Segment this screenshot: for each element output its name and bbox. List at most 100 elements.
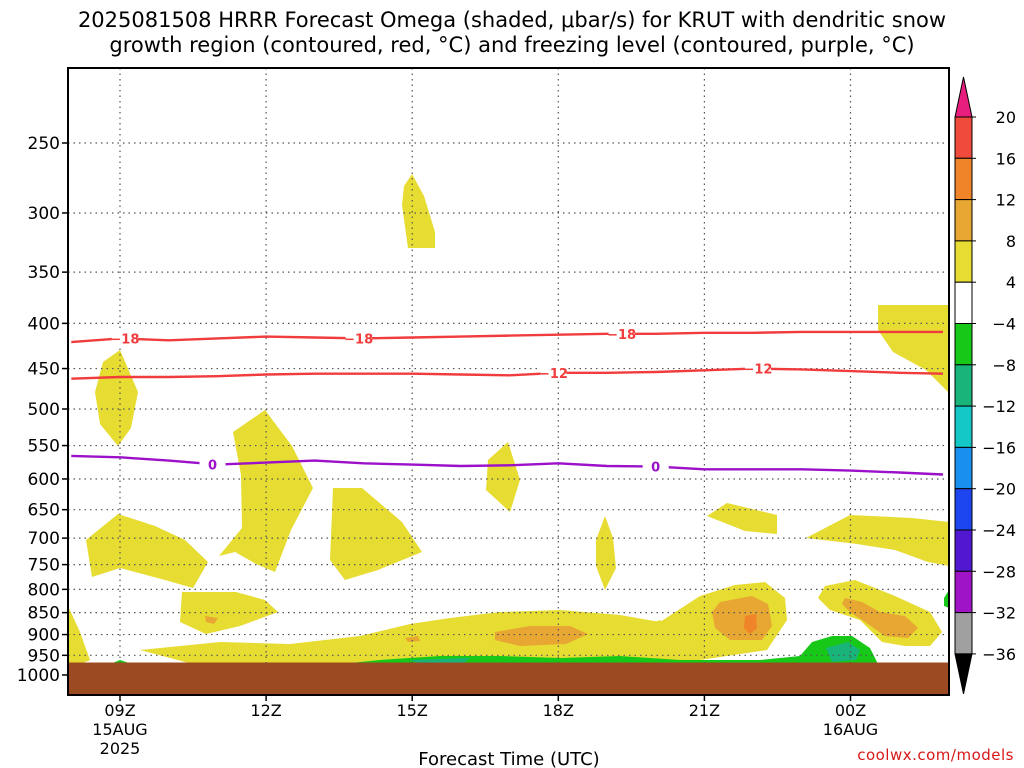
credit-link[interactable]: coolwx.com/models bbox=[857, 746, 1014, 764]
colorbar-cell bbox=[954, 653, 973, 695]
contour-label: 0 bbox=[208, 459, 217, 474]
x-tick-label: 21Z bbox=[689, 701, 720, 720]
contour-label: −18 bbox=[110, 332, 139, 347]
omega-region-minus8to12 bbox=[826, 642, 860, 662]
omega-region-8to12 bbox=[842, 598, 918, 638]
omega-region-4to8 bbox=[330, 488, 422, 580]
contour-label: −18 bbox=[607, 328, 636, 343]
x-tick-label: 2025 bbox=[100, 739, 141, 758]
omega-region-4to8 bbox=[806, 515, 949, 566]
contour-line--12 bbox=[71, 367, 944, 380]
chart-title-line-1: 2025081508 HRRR Forecast Omega (shaded, … bbox=[77, 8, 947, 32]
y-tick-label: 250 bbox=[28, 134, 60, 154]
contour-label: −18 bbox=[344, 332, 373, 347]
colorbar-label: 16 bbox=[996, 149, 1016, 168]
contour-line--18 bbox=[71, 330, 943, 344]
contour-label-bg bbox=[642, 458, 669, 474]
colorbar-cell bbox=[954, 281, 973, 325]
contour-label-bg bbox=[345, 330, 372, 346]
grid bbox=[68, 68, 949, 695]
colorbar-label: −24 bbox=[982, 521, 1016, 540]
omega-region-4to8 bbox=[878, 305, 949, 393]
colorbar: 20 16 12 8 4 −4 −8 −12 −16 −20 −24 −28 −32 −36 bbox=[954, 76, 1016, 695]
x-tick-label: 09Z bbox=[104, 701, 135, 720]
contour-label-bg bbox=[199, 456, 226, 472]
contour-label: 0 bbox=[651, 461, 660, 476]
colorbar-cell bbox=[954, 199, 973, 242]
colorbar-label: −12 bbox=[982, 397, 1016, 416]
omega-region-4to8 bbox=[219, 410, 313, 572]
colorbar-cell bbox=[954, 76, 973, 118]
colorbar-cell bbox=[954, 488, 973, 531]
x-tick-label: 12Z bbox=[250, 701, 281, 720]
omega-region-4to8 bbox=[68, 606, 90, 668]
colorbar-cell bbox=[954, 157, 973, 201]
colorbar-label: 8 bbox=[1006, 232, 1016, 251]
ground-below-surface bbox=[68, 662, 949, 695]
y-tick-label: 300 bbox=[28, 204, 60, 224]
y-tick-label: 1000 bbox=[17, 666, 60, 686]
y-tick-label: 550 bbox=[28, 437, 60, 457]
y-tick-label: 950 bbox=[28, 646, 60, 666]
y-tick-label: 400 bbox=[28, 314, 60, 334]
omega-region-8to12 bbox=[495, 626, 588, 646]
x-tick-label: 15AUG bbox=[92, 720, 147, 739]
colorbar-cell bbox=[954, 570, 973, 614]
colorbar-cell bbox=[954, 240, 973, 283]
y-tick-label: 650 bbox=[28, 501, 60, 521]
omega-region-minus4to8 bbox=[944, 590, 949, 608]
y-tick-label: 700 bbox=[28, 529, 60, 549]
colorbar-cell bbox=[954, 323, 973, 366]
colorbar-label: −36 bbox=[982, 645, 1016, 664]
omega-region-4to8 bbox=[95, 350, 138, 446]
y-axis: 2503003504004505005506006507007508008509… bbox=[17, 134, 68, 686]
contour-label: −12 bbox=[539, 367, 568, 382]
omega-region-minus8to12 bbox=[410, 658, 470, 664]
omega-region-4to8 bbox=[596, 516, 616, 590]
colorbar-cell bbox=[954, 529, 973, 572]
x-tick-label: 15Z bbox=[397, 701, 428, 720]
contour-label: −12 bbox=[743, 363, 772, 378]
omega-shading bbox=[68, 174, 949, 668]
x-axis-label: Forecast Time (UTC) bbox=[418, 749, 599, 768]
y-tick-label: 500 bbox=[28, 400, 60, 420]
x-tick-label: 16AUG bbox=[823, 720, 878, 739]
omega-region-4to8 bbox=[600, 620, 680, 652]
colorbar-cell bbox=[954, 364, 973, 407]
colorbar-cell bbox=[954, 405, 973, 448]
colorbar-cell bbox=[954, 116, 973, 159]
colorbar-cell bbox=[954, 446, 973, 490]
colorbar-label: −32 bbox=[982, 604, 1016, 623]
colorbar-label: −28 bbox=[982, 562, 1016, 581]
colorbar-label: −20 bbox=[982, 480, 1016, 499]
omega-region-12to16 bbox=[744, 614, 757, 634]
omega-region-4to8 bbox=[486, 442, 520, 512]
omega-region-8to12 bbox=[712, 596, 772, 640]
colorbar-label: 4 bbox=[1006, 273, 1016, 292]
y-tick-label: 350 bbox=[28, 263, 60, 283]
y-tick-label: 800 bbox=[28, 580, 60, 600]
colorbar-label: −4 bbox=[992, 315, 1016, 334]
contour-label-bg bbox=[111, 330, 138, 346]
contours: −18 −18 −18 −12 −12 0 0 bbox=[71, 325, 944, 476]
contour-label-bg bbox=[744, 360, 771, 376]
colorbar-label: 20 bbox=[996, 108, 1016, 127]
x-tick-label: 18Z bbox=[543, 701, 574, 720]
omega-region-8to12 bbox=[405, 636, 420, 642]
y-tick-label: 450 bbox=[28, 360, 60, 380]
omega-region-4to8 bbox=[707, 503, 777, 534]
omega-region-4to8 bbox=[402, 174, 435, 248]
y-tick-label: 900 bbox=[28, 626, 60, 646]
contour-label-bg bbox=[540, 364, 567, 380]
omega-region-8to12 bbox=[205, 616, 218, 624]
y-tick-label: 600 bbox=[28, 470, 60, 490]
chart-title-line-2: growth region (contoured, red, °C) and f… bbox=[109, 33, 915, 57]
y-tick-label: 850 bbox=[28, 604, 60, 624]
colorbar-label: −8 bbox=[992, 356, 1016, 375]
y-tick-label: 750 bbox=[28, 556, 60, 576]
x-tick-label: 00Z bbox=[835, 701, 866, 720]
colorbar-label: −16 bbox=[982, 438, 1016, 457]
colorbar-label: 12 bbox=[996, 191, 1016, 210]
